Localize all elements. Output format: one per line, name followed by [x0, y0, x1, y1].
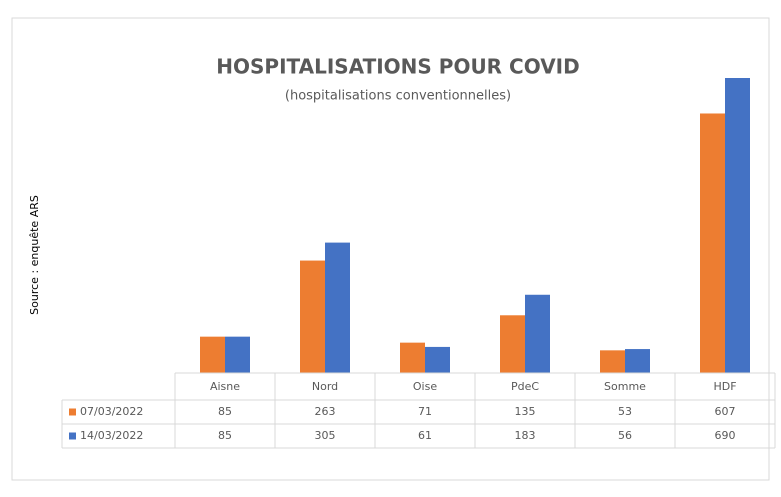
legend-label: 07/03/2022 [80, 405, 143, 418]
bar [325, 242, 350, 373]
bar [625, 349, 650, 373]
legend-swatch [69, 408, 76, 416]
bar [425, 346, 450, 373]
chart-frame [11, 17, 770, 481]
x-tick-label: Somme [604, 380, 646, 393]
bar [400, 342, 425, 373]
x-tick-label: Nord [312, 380, 338, 393]
bar [200, 336, 225, 373]
table-value: 61 [418, 429, 432, 442]
bar [300, 260, 325, 373]
legend-swatch [69, 432, 76, 440]
table-value: 607 [715, 405, 736, 418]
table-value: 53 [618, 405, 632, 418]
x-tick-label: HDF [713, 380, 736, 393]
chart-title: HOSPITALISATIONS POUR COVID [216, 55, 579, 79]
table-value: 85 [218, 429, 232, 442]
table-value: 263 [315, 405, 336, 418]
chart-subtitle: (hospitalisations conventionnelles) [285, 89, 511, 104]
table-value: 690 [715, 429, 736, 442]
table-value: 305 [315, 429, 336, 442]
table-value: 135 [515, 405, 536, 418]
x-tick-label: Aisne [210, 380, 240, 393]
legend-label: 14/03/2022 [80, 429, 143, 442]
y-axis-label: Source : enquête ARS [28, 195, 41, 315]
bar [225, 336, 250, 373]
bar [700, 113, 725, 373]
bar [600, 350, 625, 373]
bar [500, 315, 525, 373]
x-tick-label: PdeC [511, 380, 539, 393]
bar [725, 78, 750, 373]
x-tick-label: Oise [413, 380, 437, 393]
table-value: 85 [218, 405, 232, 418]
bar [525, 294, 550, 373]
table-value: 71 [418, 405, 432, 418]
table-value: 56 [618, 429, 632, 442]
table-value: 183 [515, 429, 536, 442]
